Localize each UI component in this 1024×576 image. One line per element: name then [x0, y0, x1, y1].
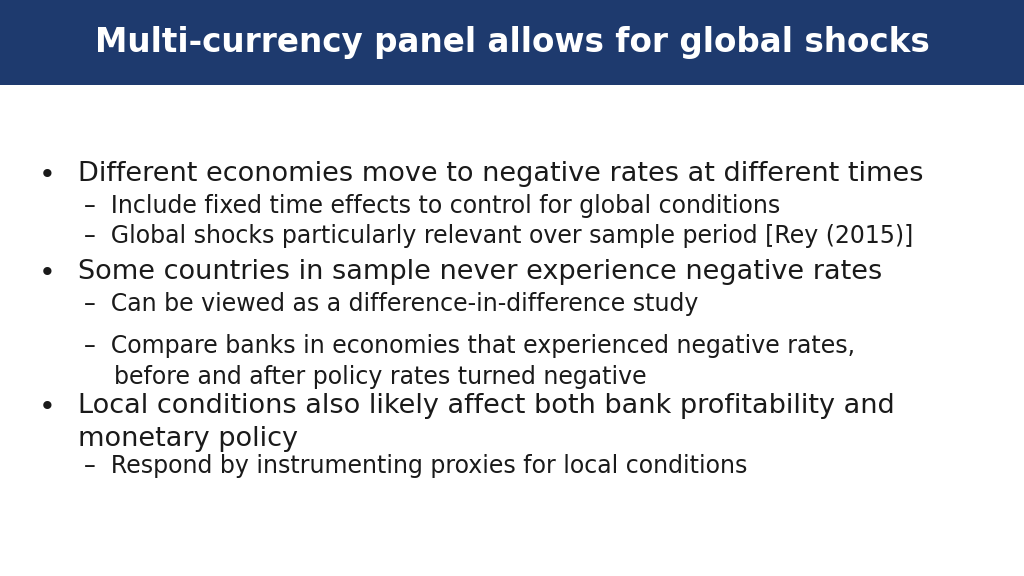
Text: –  Respond by instrumenting proxies for local conditions: – Respond by instrumenting proxies for l…: [84, 454, 748, 478]
Text: –  Can be viewed as a difference-in-difference study: – Can be viewed as a difference-in-diffe…: [84, 293, 698, 316]
Text: –  Include fixed time effects to control for global conditions: – Include fixed time effects to control …: [84, 194, 780, 218]
Text: –  Compare banks in economies that experienced negative rates,
    before and af: – Compare banks in economies that experi…: [84, 334, 855, 389]
Text: Local conditions also likely affect both bank profitability and
monetary policy: Local conditions also likely affect both…: [78, 393, 895, 452]
Text: •: •: [39, 161, 55, 190]
Text: –  Global shocks particularly relevant over sample period [Rey (2015)]: – Global shocks particularly relevant ov…: [84, 224, 913, 248]
Text: Multi-currency panel allows for global shocks: Multi-currency panel allows for global s…: [94, 26, 930, 59]
Text: •: •: [39, 259, 55, 287]
Text: Some countries in sample never experience negative rates: Some countries in sample never experienc…: [78, 259, 882, 286]
Text: Different economies move to negative rates at different times: Different economies move to negative rat…: [78, 161, 924, 187]
Text: •: •: [39, 393, 55, 421]
